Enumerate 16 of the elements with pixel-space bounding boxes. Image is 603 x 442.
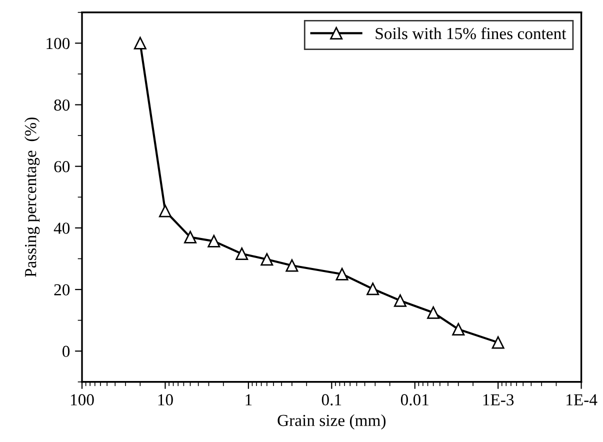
- x-tick-label: 100: [70, 394, 94, 406]
- y-axis-title: Passing percentage (%): [24, 118, 40, 277]
- x-tick-label: 1E-4: [566, 394, 598, 406]
- x-tick-label: 1: [246, 394, 252, 406]
- x-axis-title: Grain size (mm): [278, 414, 386, 430]
- legend-label: Soils with 15% fines content: [376, 27, 566, 40]
- x-tick-label: 1E-3: [483, 394, 514, 406]
- y-tick-label: 60: [54, 161, 70, 172]
- y-tick-label: 80: [54, 99, 70, 111]
- y-tick-label: 20: [54, 284, 70, 296]
- y-tick-label: 40: [54, 222, 70, 234]
- x-tick-label: 10: [158, 394, 173, 406]
- y-tick-label: 100: [46, 38, 70, 50]
- x-tick-label: 0.1: [322, 394, 342, 406]
- x-tick-label: 0.01: [400, 394, 428, 406]
- y-tick-label: 0: [62, 346, 70, 358]
